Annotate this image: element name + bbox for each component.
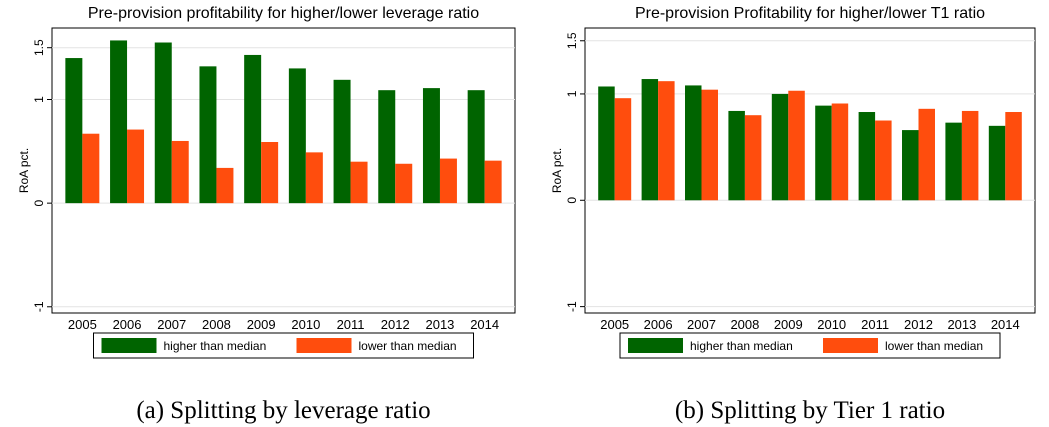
bar: [110, 40, 128, 204]
bar: [350, 161, 368, 204]
bar: [815, 105, 832, 201]
bar: [467, 90, 485, 204]
bar: [171, 140, 189, 204]
x-tick-label: 2008: [730, 317, 759, 332]
x-tick-label: 2011: [337, 317, 365, 332]
y-tick-label: 1: [32, 96, 46, 103]
y-tick-label: 0: [32, 199, 46, 206]
x-tick-label: 2005: [68, 317, 97, 332]
bar: [614, 98, 632, 201]
bar: [484, 160, 502, 204]
caption: (b) Splitting by Tier 1 ratio: [675, 397, 945, 424]
legend-label: lower than median: [359, 339, 457, 353]
x-tick-label: 2010: [291, 317, 320, 332]
y-tick-label: -1: [565, 301, 579, 312]
x-tick-label: 2009: [247, 317, 276, 332]
bar: [1005, 112, 1022, 201]
bar: [902, 130, 919, 201]
x-tick-label: 2012: [381, 317, 410, 332]
y-tick-label: 1.5: [565, 32, 579, 49]
x-tick-label: 2006: [113, 317, 142, 332]
x-tick-label: 2013: [425, 317, 454, 332]
bar: [701, 89, 718, 201]
bar: [641, 79, 659, 201]
x-tick-label: 2014: [991, 317, 1020, 332]
bar: [658, 81, 675, 201]
x-tick-label: 2006: [644, 317, 673, 332]
bar: [788, 90, 805, 201]
bar: [961, 110, 979, 201]
legend-swatch: [628, 338, 683, 353]
chart-title: Pre-provision Profitability for higher/l…: [635, 5, 985, 22]
bar: [945, 122, 962, 201]
legend-swatch: [823, 338, 878, 353]
x-tick-label: 2007: [157, 317, 186, 332]
x-tick-label: 2007: [687, 317, 716, 332]
bar: [199, 66, 217, 204]
bar: [305, 152, 323, 204]
x-tick-label: 2009: [774, 317, 803, 332]
y-tick-label: 1.5: [32, 39, 46, 56]
bar: [988, 125, 1006, 201]
y-tick-label: 0: [565, 197, 579, 204]
bar: [154, 42, 172, 204]
legend-swatch: [296, 338, 352, 353]
bar: [685, 85, 702, 201]
x-tick-label: 2012: [904, 317, 933, 332]
bar: [288, 68, 306, 204]
bar: [244, 54, 262, 204]
legend-box: [619, 332, 1001, 359]
bar: [378, 90, 396, 204]
bar: [728, 110, 745, 201]
bar: [744, 115, 762, 201]
legend-box: [93, 332, 474, 359]
legend-label: higher than median: [164, 339, 267, 353]
chart-title: Pre-provision profitability for higher/l…: [88, 5, 479, 22]
bar: [831, 103, 849, 201]
x-tick-label: 2005: [600, 317, 629, 332]
x-tick-label: 2014: [470, 317, 499, 332]
bar: [858, 112, 876, 201]
bar: [918, 108, 935, 201]
y-axis-label: RoA pct.: [550, 148, 564, 193]
bar: [598, 86, 615, 201]
y-tick-label: 1: [565, 90, 579, 97]
legend-label: lower than median: [885, 339, 983, 353]
bar: [395, 163, 413, 204]
x-tick-label: 2008: [202, 317, 231, 332]
bar: [127, 129, 145, 204]
bar: [771, 93, 789, 201]
legend-swatch: [101, 338, 157, 353]
y-tick-label: -1: [32, 301, 46, 312]
bar: [65, 58, 83, 204]
bar: [439, 158, 457, 204]
bar: [216, 167, 234, 204]
legend-label: higher than median: [690, 339, 793, 353]
caption: (a) Splitting by leverage ratio: [136, 397, 430, 424]
y-axis-label: RoA pct.: [17, 148, 31, 193]
x-tick-label: 2013: [947, 317, 976, 332]
bar: [333, 79, 351, 204]
bar: [82, 133, 100, 204]
bar: [422, 88, 440, 204]
x-tick-label: 2011: [861, 317, 889, 332]
bar: [261, 142, 279, 204]
bar: [875, 120, 892, 201]
x-tick-label: 2010: [817, 317, 846, 332]
